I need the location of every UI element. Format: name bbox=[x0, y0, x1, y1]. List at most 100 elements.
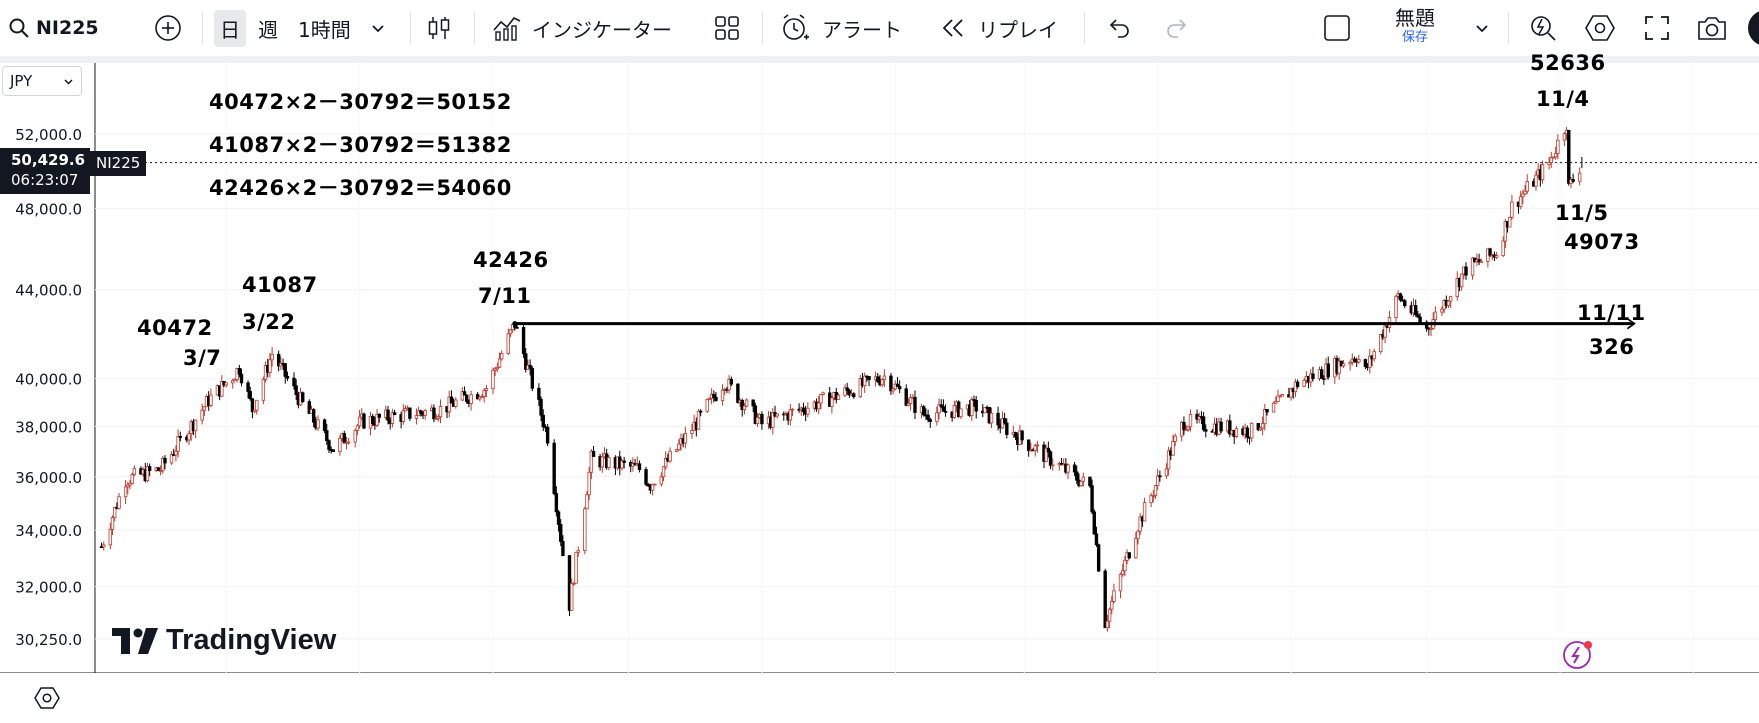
interval-dropdown[interactable] bbox=[370, 0, 386, 56]
candle-body bbox=[1250, 423, 1254, 439]
candle-body bbox=[1398, 293, 1403, 301]
candle-body bbox=[1276, 395, 1280, 403]
time-axis[interactable] bbox=[0, 673, 1759, 723]
candle-body bbox=[622, 460, 626, 463]
candle-body bbox=[128, 482, 132, 486]
interval-hour[interactable]: 1時間 bbox=[298, 17, 351, 42]
candle-body bbox=[1149, 495, 1153, 504]
flash-badge[interactable] bbox=[1562, 638, 1596, 672]
avatar-icon bbox=[1748, 11, 1759, 45]
candle-body bbox=[370, 415, 375, 424]
peak3-date: 7/11 bbox=[478, 284, 532, 308]
candle-body bbox=[661, 466, 666, 478]
candle-body bbox=[1234, 428, 1239, 437]
layout-dropdown[interactable] bbox=[1474, 0, 1490, 56]
candle-body bbox=[913, 396, 917, 413]
alert-label: アラート bbox=[822, 17, 902, 42]
candle-body bbox=[521, 327, 526, 355]
candle-body bbox=[1013, 431, 1018, 438]
candle-body bbox=[432, 407, 436, 420]
compare-button[interactable] bbox=[154, 0, 182, 56]
chart-type-button[interactable] bbox=[426, 0, 452, 56]
indicators-button[interactable]: インジケーター bbox=[492, 0, 672, 56]
candle-body bbox=[462, 391, 467, 396]
candle-body bbox=[1479, 260, 1484, 263]
candle-body bbox=[1508, 216, 1512, 228]
currency-select[interactable]: JPY bbox=[2, 66, 82, 96]
y-tick-label: 52,000.0 bbox=[15, 126, 82, 144]
candle-body bbox=[876, 376, 880, 382]
candle-body bbox=[583, 508, 587, 552]
undo-button[interactable] bbox=[1106, 0, 1132, 56]
y-tick-label: 30,250.0 bbox=[15, 631, 82, 649]
snapshot-button[interactable] bbox=[1696, 0, 1728, 56]
candle-body bbox=[338, 437, 342, 452]
candle-body bbox=[659, 476, 664, 485]
fullscreen-button[interactable] bbox=[1644, 0, 1670, 56]
candle-body bbox=[1302, 379, 1306, 387]
candle-body bbox=[740, 399, 744, 410]
candle-body bbox=[587, 471, 591, 496]
candle-body bbox=[248, 391, 252, 400]
candle-body bbox=[268, 359, 272, 373]
candle-body bbox=[434, 418, 438, 420]
y-tick-label: 36,000.0 bbox=[15, 469, 82, 487]
candle-body bbox=[276, 353, 281, 367]
candle-body bbox=[1571, 179, 1575, 182]
candle-body bbox=[1326, 363, 1330, 378]
candle-body bbox=[906, 403, 911, 406]
chart-settings-icon[interactable] bbox=[34, 685, 60, 711]
candle-body bbox=[508, 329, 513, 335]
toolbar-separator bbox=[0, 56, 1759, 63]
candle-body bbox=[698, 410, 703, 413]
candle-body bbox=[1260, 423, 1265, 429]
candle-body bbox=[897, 386, 902, 390]
candle-body bbox=[1394, 295, 1398, 318]
redo-button[interactable] bbox=[1164, 0, 1190, 56]
price-chart[interactable]: 52,000.0 48,000.0 44,000.0 40,000.0 38,000.0… bbox=[0, 63, 1759, 673]
candle-body bbox=[250, 398, 255, 413]
templates-button[interactable] bbox=[714, 0, 740, 56]
layout-select-button[interactable] bbox=[1322, 0, 1352, 56]
candle-body bbox=[637, 463, 642, 470]
candle-body bbox=[436, 416, 440, 419]
divider bbox=[1508, 12, 1509, 44]
candle-body bbox=[1357, 359, 1361, 363]
undo-icon bbox=[1109, 19, 1129, 38]
candle-body bbox=[554, 493, 559, 513]
candle-body bbox=[1158, 475, 1162, 478]
candle-body bbox=[882, 375, 887, 381]
tradingview-logo: TradingView bbox=[112, 624, 336, 657]
candle-body bbox=[497, 358, 502, 368]
candle-body bbox=[1048, 451, 1053, 466]
candle-body bbox=[742, 405, 747, 410]
candle-body bbox=[147, 466, 152, 471]
last-price-badge: 50,429.6 06:23:07 bbox=[0, 148, 90, 194]
candle-body bbox=[1372, 351, 1376, 360]
layout-title-button[interactable]: 無題 保存 bbox=[1394, 0, 1436, 56]
trend-line-anchor bbox=[512, 321, 518, 327]
candle-body bbox=[567, 555, 572, 611]
candle-body bbox=[1295, 381, 1300, 387]
candle-body bbox=[1075, 471, 1079, 481]
candle-body bbox=[1280, 394, 1285, 397]
replay-button[interactable]: リプレイ bbox=[940, 0, 1058, 56]
candle-body bbox=[145, 466, 150, 482]
interval-week[interactable]: 週 bbox=[258, 17, 278, 42]
camera-icon bbox=[1698, 17, 1726, 40]
symbol-search[interactable]: NI225 bbox=[8, 0, 99, 56]
candle-body bbox=[1182, 421, 1186, 431]
candle-body bbox=[788, 409, 793, 421]
candle-body bbox=[200, 409, 204, 421]
interval-day[interactable]: 日 bbox=[214, 0, 246, 56]
candle-body bbox=[1547, 162, 1551, 166]
candle-body bbox=[644, 469, 648, 485]
alert-button[interactable]: アラート bbox=[780, 0, 902, 56]
bar-countdown: 06:23:07 bbox=[11, 171, 79, 189]
user-avatar[interactable] bbox=[1746, 0, 1759, 56]
quick-search-button[interactable] bbox=[1528, 0, 1558, 56]
settings-button[interactable] bbox=[1584, 0, 1616, 56]
candle-body bbox=[1110, 600, 1114, 610]
candle-body bbox=[342, 433, 346, 444]
candle-body bbox=[1446, 300, 1451, 307]
